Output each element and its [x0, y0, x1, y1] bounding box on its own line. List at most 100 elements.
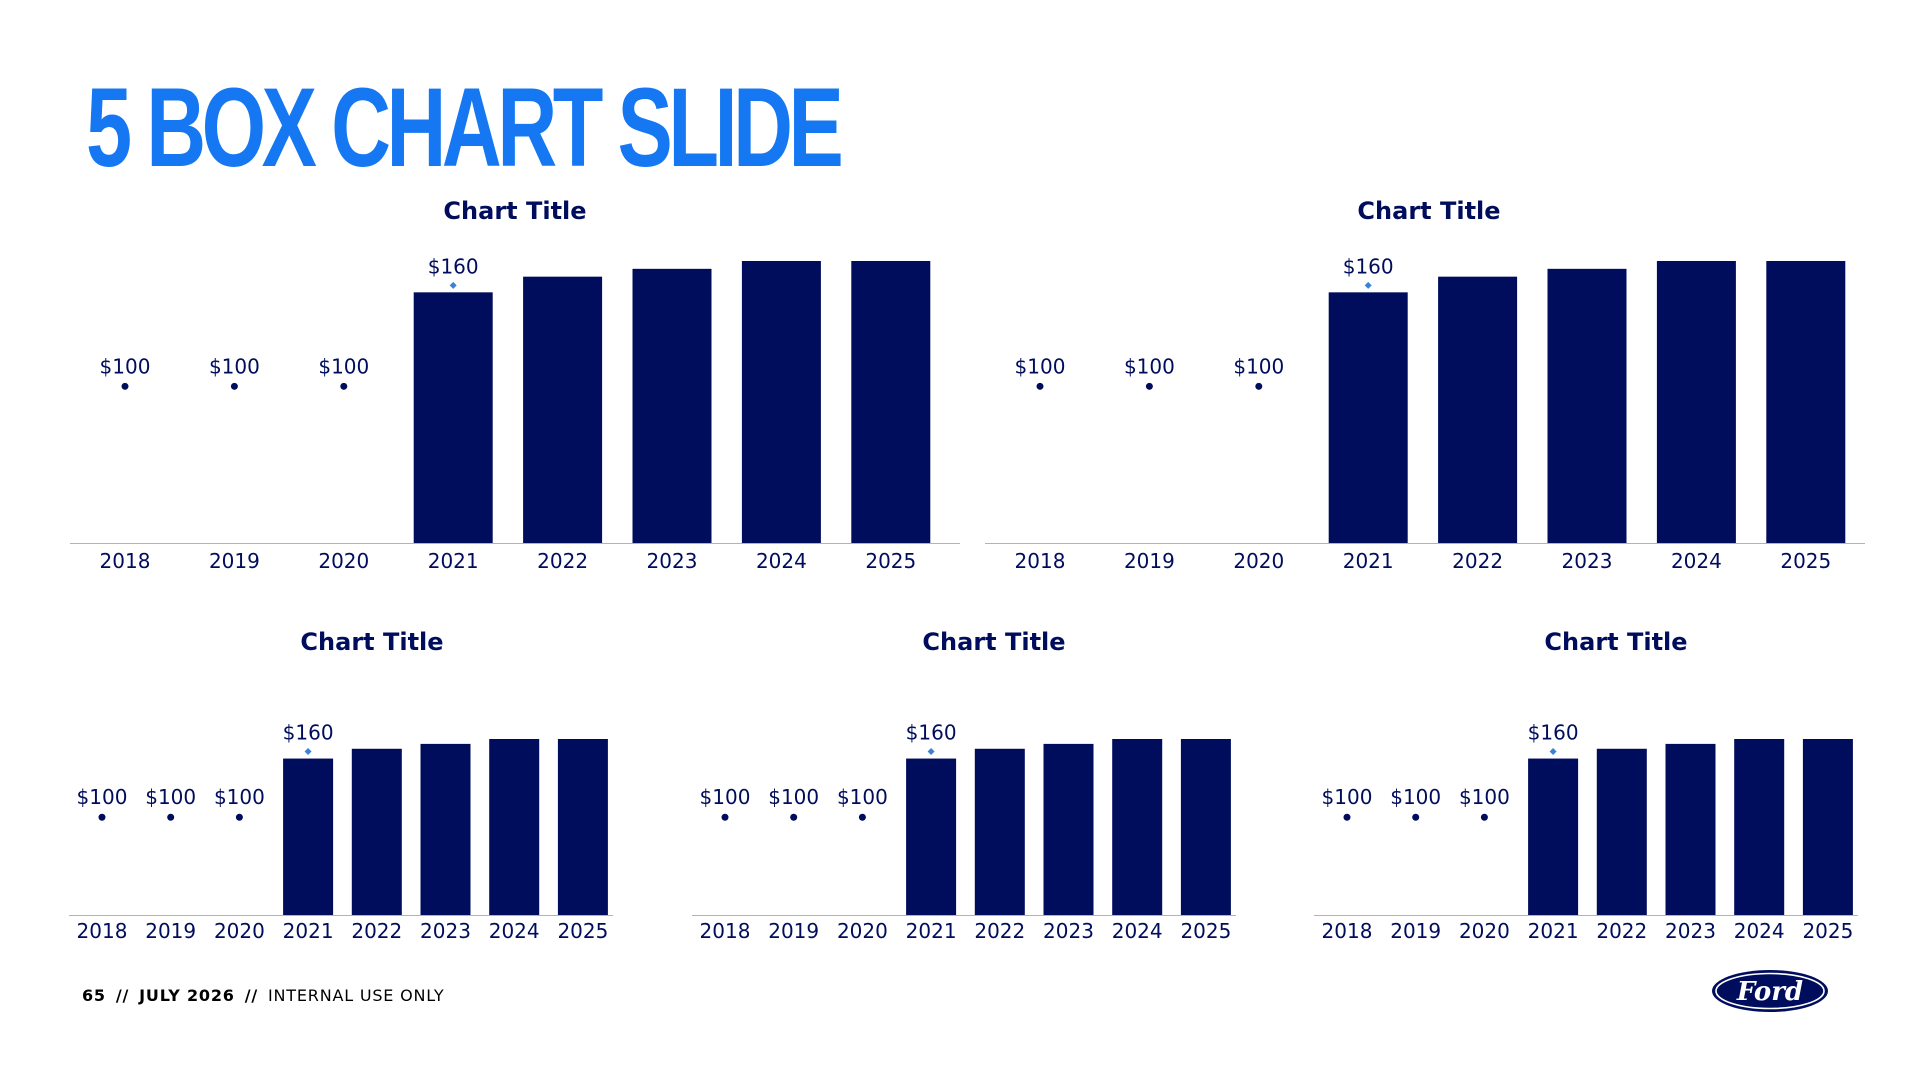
marker-2021: [927, 748, 935, 756]
tick-label-2021: 2021: [428, 549, 479, 573]
tick-label-2025: 2025: [1780, 549, 1831, 573]
bar-2021: [1328, 292, 1408, 543]
data-label-2021: $160: [283, 721, 334, 745]
data-label-2020: $100: [1233, 354, 1284, 378]
bar-2024: [489, 739, 540, 915]
tick-label-2022: 2022: [537, 549, 588, 573]
tick-label-2020: 2020: [837, 919, 888, 943]
chart-title: Chart Title: [443, 197, 586, 225]
tick-label-2021: 2021: [1528, 919, 1579, 943]
data-point-2019: [230, 382, 238, 390]
data-label-2020: $100: [837, 785, 888, 809]
bar-2025: [1180, 739, 1231, 915]
tick-label-2018: 2018: [700, 919, 751, 943]
chart-5: Chart Title $100 2018 $100 2019 $100 2020 $160 2…: [1314, 628, 1858, 943]
bar-2023: [420, 743, 471, 915]
marker-2021: [304, 748, 312, 756]
bar-2022: [1596, 748, 1647, 915]
tick-label-2019: 2019: [1390, 919, 1441, 943]
tick-label-2025: 2025: [1802, 919, 1853, 943]
data-label-2021: $160: [906, 721, 957, 745]
data-label-2019: $100: [145, 785, 196, 809]
page-number: 65: [82, 986, 106, 1005]
footer: 65 // JULY 2026 // INTERNAL USE ONLY: [82, 986, 444, 1005]
tick-label-2024: 2024: [1112, 919, 1163, 943]
slide-title: 5 BOX CHART SLIDE: [86, 65, 844, 190]
tick-label-2020: 2020: [1233, 549, 1284, 573]
data-point-2019: [167, 813, 175, 821]
data-point-2020: [858, 813, 866, 821]
bar-2021: [1528, 758, 1579, 915]
tick-label-2023: 2023: [1043, 919, 1094, 943]
bar-2025: [557, 739, 608, 915]
data-label-2020: $100: [1459, 785, 1510, 809]
tick-label-2020: 2020: [318, 549, 369, 573]
tick-label-2021: 2021: [906, 919, 957, 943]
data-point-2018: [721, 813, 729, 821]
tick-label-2022: 2022: [1452, 549, 1503, 573]
tick-label-2025: 2025: [557, 919, 608, 943]
marker-2021: [1549, 748, 1557, 756]
bar-2021: [906, 758, 957, 915]
data-point-2018: [1036, 382, 1044, 390]
tick-label-2024: 2024: [1734, 919, 1785, 943]
tick-label-2019: 2019: [145, 919, 196, 943]
tick-label-2023: 2023: [1665, 919, 1716, 943]
tick-label-2024: 2024: [489, 919, 540, 943]
data-label-2018: $100: [700, 785, 751, 809]
data-label-2019: $100: [1124, 354, 1175, 378]
marker-2021: [1364, 281, 1372, 289]
ford-logo-text: Ford: [1736, 977, 1803, 1007]
chart-1: Chart Title $100 2018 $100 2019 $100 2020 $160 2…: [70, 197, 960, 573]
bar-2025: [1766, 261, 1846, 543]
data-point-2020: [340, 382, 348, 390]
data-point-2018: [1343, 813, 1351, 821]
ford-logo: Ford: [1712, 970, 1828, 1012]
data-point-2020: [1480, 813, 1488, 821]
data-label-2019: $100: [209, 354, 260, 378]
data-point-2019: [1145, 382, 1153, 390]
marker-2021: [449, 281, 457, 289]
data-label-2018: $100: [77, 785, 128, 809]
data-label-2018: $100: [1015, 354, 1066, 378]
data-point-2019: [790, 813, 798, 821]
tick-label-2023: 2023: [1562, 549, 1613, 573]
chart-title: Chart Title: [1357, 197, 1500, 225]
footer-separator: //: [115, 986, 130, 1005]
bar-2021: [413, 292, 493, 543]
tick-label-2025: 2025: [865, 549, 916, 573]
footer-separator: //: [244, 986, 259, 1005]
data-label-2021: $160: [1528, 721, 1579, 745]
chart-title: Chart Title: [922, 628, 1065, 656]
data-point-2018: [98, 813, 106, 821]
tick-label-2021: 2021: [1343, 549, 1394, 573]
tick-label-2022: 2022: [1596, 919, 1647, 943]
data-point-2020: [1255, 382, 1263, 390]
tick-label-2018: 2018: [77, 919, 128, 943]
data-label-2018: $100: [100, 354, 151, 378]
tick-label-2018: 2018: [1322, 919, 1373, 943]
bar-2023: [632, 268, 712, 543]
bar-2024: [1112, 739, 1163, 915]
bar-2023: [1043, 743, 1094, 915]
bar-2021: [283, 758, 334, 915]
tick-label-2023: 2023: [647, 549, 698, 573]
tick-label-2024: 2024: [1671, 549, 1722, 573]
chart-title: Chart Title: [1544, 628, 1687, 656]
tick-label-2019: 2019: [768, 919, 819, 943]
data-label-2020: $100: [214, 785, 265, 809]
tick-label-2024: 2024: [756, 549, 807, 573]
bar-2025: [1802, 739, 1853, 915]
footer-date: JULY 2026: [139, 986, 235, 1005]
chart-title: Chart Title: [300, 628, 443, 656]
data-label-2021: $160: [1343, 254, 1394, 278]
bar-2022: [974, 748, 1025, 915]
tick-label-2020: 2020: [1459, 919, 1510, 943]
tick-label-2022: 2022: [351, 919, 402, 943]
data-label-2019: $100: [1390, 785, 1441, 809]
chart-4: Chart Title $100 2018 $100 2019 $100 2020 $160 2…: [692, 628, 1236, 943]
chart-2: Chart Title $100 2018 $100 2019 $100 2020 $160 2…: [985, 197, 1865, 573]
footer-classification: INTERNAL USE ONLY: [268, 986, 445, 1005]
tick-label-2019: 2019: [209, 549, 260, 573]
bar-2022: [523, 276, 603, 543]
